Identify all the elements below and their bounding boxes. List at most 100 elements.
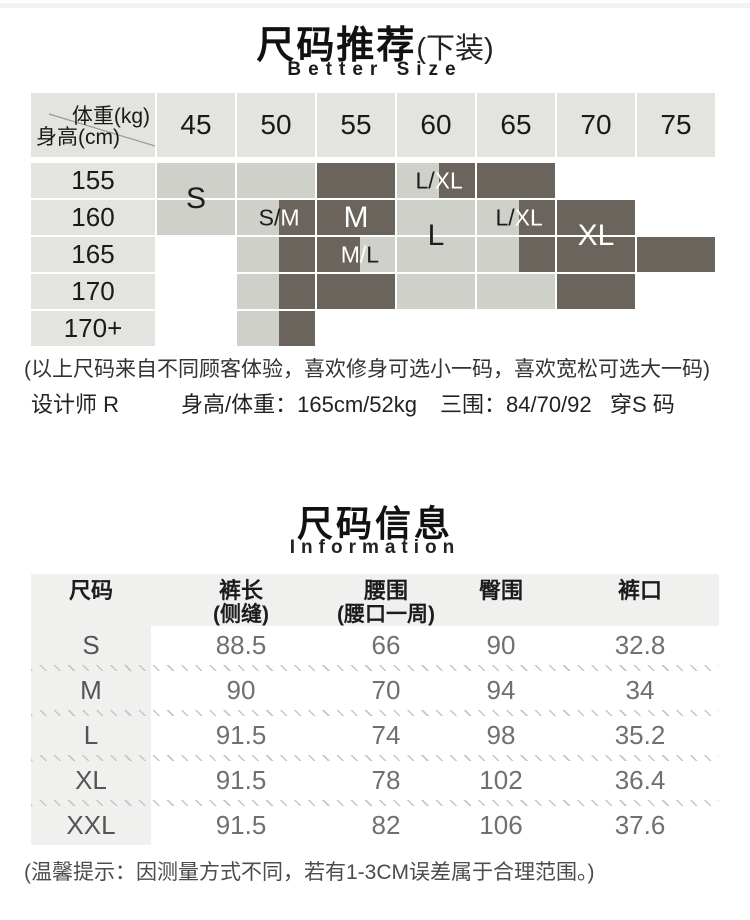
matrix-cell-160-75 [637,200,715,235]
size-label: S/M [258,204,300,230]
matrix-cell-155-70 [557,163,635,198]
size-value: 90 [226,675,256,705]
designer-info: 设计师 R 身高/体重：165cm/52kg 三围：84/70/92 穿S 码 [0,387,750,417]
size-value: 94 [486,675,516,705]
height-row-160: 160 [31,200,155,235]
size-table-col-header-2: 腰围 (腰口一周) [337,578,435,627]
size-table-col-header-1: 裤长 (侧缝) [213,578,269,627]
size-label: L [427,219,445,252]
size-table-row-S: S 88.5 66 90 32.8 [31,626,719,665]
recommendation-title-suffix: (下装) [416,33,494,65]
info-subtitle: Information [289,537,461,558]
matrix-cell-170-65 [477,274,555,309]
size-value: 66 [371,630,401,660]
height-row-170: 170 [31,274,155,309]
size-name: L [83,720,99,750]
matrix-cell-160-65: L/XL [477,200,555,235]
diagonal-line [48,113,155,147]
size-label: L/XL [495,204,543,230]
designer-measurements: 三围：84/70/92 [440,392,592,417]
size-value: 102 [479,765,523,795]
size-info-table-header: 尺码 裤长 (侧缝) 腰围 (腰口一周) 臀围 裤口 [31,574,719,626]
recommendation-title: 尺码推荐(下装) [0,14,750,69]
weight-col-55: 55 [317,93,395,157]
matrix-cell-170+-70 [557,311,635,346]
size-name: XL [75,765,107,795]
info-title: 尺码信息 [296,503,453,544]
size-value: 91.5 [215,720,267,750]
recommendation-subtitle: Better Size [287,59,463,80]
size-value: 35.2 [614,720,666,750]
matrix-cell-170+-65 [477,311,555,346]
weight-col-50: 50 [237,93,315,157]
matrix-cell-165-50 [237,237,315,272]
size-value: 32.8 [614,630,666,660]
matrix-cell-160-50: S/M [237,200,315,235]
designer-name: 设计师 R [31,392,120,417]
matrix-cell-155-45: S [157,163,235,235]
matrix-cell-170+-60 [397,311,475,346]
matrix-cell-170-45 [157,274,235,309]
matrix-cell-170-70 [557,274,635,309]
height-row-165: 165 [31,237,155,272]
matrix-cell-165-45 [157,237,235,272]
matrix-cell-170+-50 [237,311,315,346]
matrix-cell-155-55 [317,163,395,198]
size-value: 98 [486,720,516,750]
recommendation-matrix-header: 体重(kg) 身高(cm) 45 50 55 60 65 70 75 [31,93,715,157]
weight-col-60: 60 [397,93,475,157]
size-table-col-header-size: 尺码 [68,578,113,603]
height-row-155: 155 [31,163,155,198]
size-label: M [343,200,369,234]
size-value: 91.5 [215,765,267,795]
matrix-cell-170-75 [637,274,715,309]
matrix-cell-160-60: L [397,200,475,272]
size-value: 78 [371,765,401,795]
size-table-row-M: M 90 70 94 34 [31,671,719,710]
top-divider [0,3,750,8]
matrix-cell-165-55: M/L [317,237,395,272]
weight-col-75: 75 [637,93,715,157]
size-value: 91.5 [215,810,267,840]
designer-size-worn: 穿S 码 [610,392,675,417]
matrix-cell-155-75 [637,163,715,198]
matrix-cell-165-75 [637,237,715,272]
matrix-cell-170-60 [397,274,475,309]
height-row-170+: 170+ [31,311,155,346]
size-name: S [82,630,100,660]
matrix-cell-170+-55 [317,311,395,346]
weight-col-45: 45 [157,93,235,157]
size-value: 82 [371,810,401,840]
size-value: 37.6 [614,810,666,840]
recommendation-title-main: 尺码推荐 [256,25,417,67]
weight-axis-label: 体重(kg) [71,105,150,128]
recommendation-matrix-body: 155 S L/XL 160 S/M M L L/XL XL 165 M/L 170 170+ [31,163,715,346]
matrix-cell-170-50 [237,274,315,309]
matrix-cell-155-65 [477,163,555,198]
matrix-cell-160-70: XL [557,200,635,272]
size-table-row-XL: XL 91.5 78 102 36.4 [31,761,719,800]
size-value: 88.5 [215,630,267,660]
size-value: 70 [371,675,401,705]
dotted-row-divider [31,665,719,671]
size-value: 90 [486,630,516,660]
dotted-row-divider [31,755,719,761]
size-label: XL [577,219,615,252]
matrix-corner-cell: 体重(kg) 身高(cm) [31,93,155,157]
size-name: XXL [66,810,116,840]
size-table-row-L: L 91.5 74 98 35.2 [31,716,719,755]
matrix-cell-170-55 [317,274,395,309]
size-table-row-XXL: XXL 91.5 82 106 37.6 [31,806,719,845]
dotted-row-divider [31,800,719,806]
recommendation-note: (以上尺码来自不同顾客体验，喜欢修身可选小一码，喜欢宽松可选大一码) [24,358,710,381]
matrix-cell-155-60: L/XL [397,163,475,198]
matrix-cell-165-65 [477,237,555,272]
size-value: 106 [479,810,523,840]
dotted-row-divider [31,710,719,716]
designer-height-weight: 身高/体重：165cm/52kg [181,392,417,417]
height-axis-label: 身高(cm) [36,126,120,149]
weight-col-70: 70 [557,93,635,157]
size-table-col-header-4: 裤口 [617,578,662,603]
size-label: S [185,182,207,215]
